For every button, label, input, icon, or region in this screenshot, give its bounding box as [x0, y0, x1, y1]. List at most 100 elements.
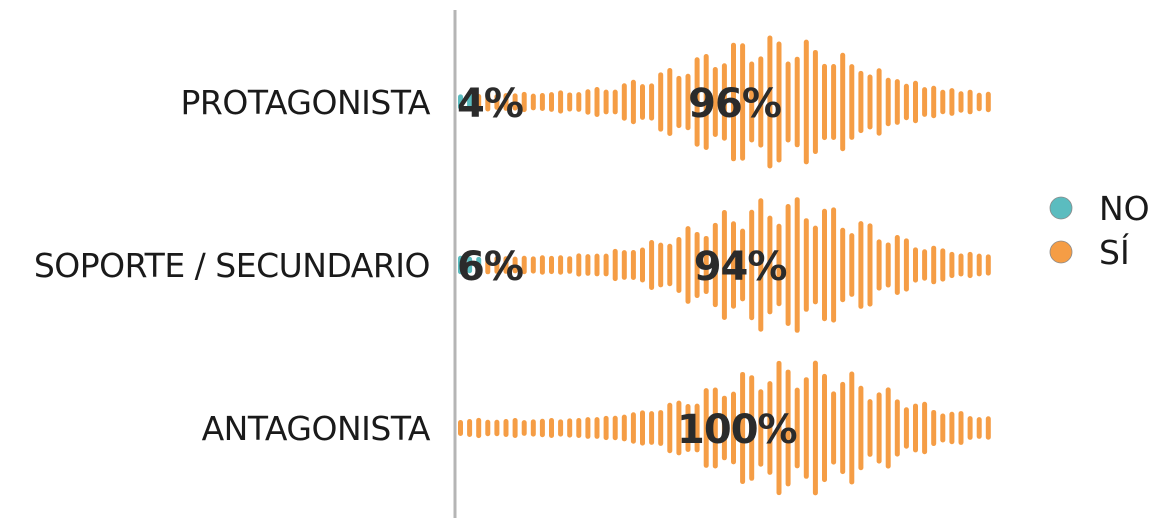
bar-segment-s [630, 249, 636, 281]
bar-segment-s [576, 92, 582, 112]
bar-segment-s [603, 415, 609, 441]
bar-segment-s [840, 381, 846, 475]
bar-segment-no [458, 94, 463, 110]
bar-segment-s [985, 91, 991, 113]
bar-segment-s [740, 43, 746, 161]
bar-segment-s [967, 416, 973, 440]
bar-segment-s [640, 410, 645, 446]
bar-segment-s [985, 254, 991, 276]
bar-segment-s [940, 248, 946, 282]
bar-segment-s [685, 73, 691, 131]
bar-segment-s [458, 420, 463, 436]
data-label: 4% [457, 81, 523, 127]
bar-segment-s [721, 63, 727, 141]
bar-segment-s [731, 391, 736, 465]
bar-segment-s [512, 256, 518, 274]
bar-segment-s [476, 94, 482, 110]
bar-segment-s [949, 251, 955, 279]
bar-segment-s [467, 418, 473, 438]
bar-segment-s [721, 210, 727, 320]
bar-segment-s [922, 249, 928, 281]
bar-segment-s [612, 89, 618, 115]
bar-segment-s [567, 92, 573, 112]
bar-segment-s [958, 91, 964, 113]
bar-segment-s [558, 90, 564, 114]
bar-segment-s [694, 403, 700, 453]
bar-segment-s [530, 256, 536, 274]
bar-segment-s [585, 89, 591, 115]
bar-segment-s [767, 381, 773, 475]
bar-segment-s [512, 418, 518, 438]
bar-segment-s [858, 70, 864, 134]
bar-segment-s [649, 83, 655, 121]
bar-segment-s [703, 54, 709, 150]
bar-segment-s [576, 253, 582, 277]
bar-segment-s [667, 243, 673, 287]
rows-layer: PROTAGONISTA 4% 96% SOPORTE / SECUNDARIO 6% 9… [34, 35, 991, 496]
row-2: SOPORTE / SECUNDARIO 6% 94% [34, 197, 991, 333]
bar-segment-s [658, 242, 664, 288]
data-label: 96% [688, 81, 781, 127]
bar-segment-s [767, 35, 773, 169]
bar-segment-s [913, 80, 918, 124]
bar-segment-s [640, 84, 645, 120]
bar-segment-s [539, 418, 545, 438]
bar-segment-s [894, 235, 900, 295]
bar-segment-s [849, 371, 855, 485]
bar-segment-s [776, 223, 782, 307]
bar-segment-s [476, 417, 482, 439]
bar-segment-s [758, 198, 764, 332]
bar-segment-s [649, 240, 655, 290]
bar-segment-no [467, 92, 473, 112]
bar-segment-s [676, 236, 682, 294]
bar-segment-s [640, 247, 645, 283]
bar-segment-s [585, 254, 591, 276]
row-1: PROTAGONISTA 4% 96% [181, 35, 991, 169]
bar-segment-s [867, 399, 873, 457]
bar-segment-s [913, 403, 918, 453]
bar-segment-s [922, 401, 928, 455]
bar-segment-s [849, 64, 855, 140]
bar-segment-s [521, 420, 527, 436]
legend-marker [1049, 240, 1073, 264]
category-label: PROTAGONISTA [181, 83, 431, 122]
bar-segment-s [894, 79, 900, 125]
bar-segment-s [630, 79, 636, 125]
legend-marker [1049, 196, 1073, 220]
bar-segment-s [549, 417, 554, 439]
bar-segment-s [876, 239, 882, 291]
bar-segment-s [621, 83, 627, 121]
legend-label: NO [1099, 189, 1150, 228]
bar-segment-s [958, 253, 964, 277]
bar-segment-s [831, 207, 837, 323]
bar-segment-s [539, 255, 545, 275]
bar-segment-s [685, 226, 691, 304]
bar-segment-s [903, 407, 909, 449]
bar-segment-s [539, 93, 545, 111]
bar-segment-s [649, 411, 655, 445]
bar-segment-s [594, 417, 600, 439]
bar-segment-s [576, 418, 582, 438]
bar-segment-s [530, 419, 536, 437]
bar-segment-s [621, 250, 627, 280]
bar-segment-s [658, 72, 664, 132]
bar-segment-s [858, 385, 864, 471]
bar-segment-s [776, 360, 782, 496]
bar-segment-s [676, 75, 682, 129]
bar-segment-s [794, 56, 800, 148]
bar-segment-s [758, 389, 764, 467]
bar-segment-s [976, 92, 982, 112]
bar-segment-s [503, 256, 509, 274]
bar-segment-s [585, 417, 591, 439]
bar-segment-s [485, 255, 491, 275]
bar-segment-s [985, 416, 991, 440]
bar-segment-s [703, 235, 709, 295]
bar-segment-s [922, 87, 928, 117]
bar-segment-s [703, 388, 709, 468]
bar-segment-s [603, 253, 609, 277]
bar-segment-s [840, 227, 846, 303]
category-label: ANTAGONISTA [202, 409, 431, 448]
bar-segment-s [694, 57, 700, 147]
bar-segment-s [485, 419, 491, 437]
